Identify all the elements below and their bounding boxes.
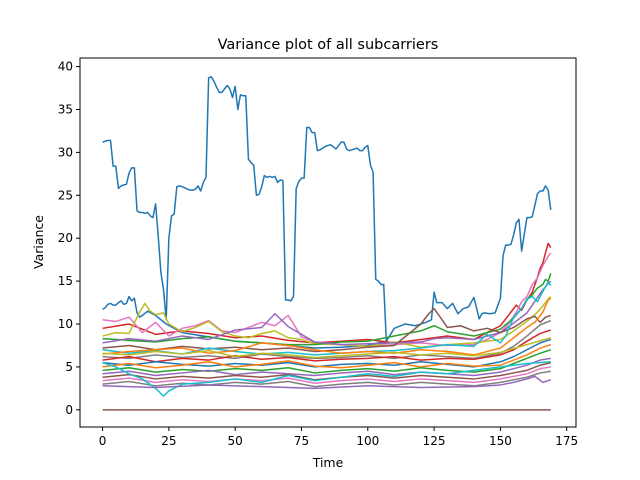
x-tick-label: 125 [423,434,446,448]
series-line-15 [102,349,552,374]
y-tick-label: 5 [65,360,73,374]
series-line-8 [102,307,552,353]
y-axis-ticks: 0 5 10 15 20 25 30 35 40 [58,60,80,417]
series-line-9 [102,281,552,356]
x-axis-label: Time [312,455,344,470]
x-axis-ticks: 0 25 50 75 100 125 150 175 [99,427,578,448]
y-axis-label: Variance [31,215,46,269]
y-tick-label: 40 [58,60,73,74]
axes-frame [79,57,577,428]
chart-title: Variance plot of all subcarriers [218,37,439,53]
x-tick-label: 175 [555,434,578,448]
y-tick-label: 35 [58,102,73,116]
series-line-3 [102,242,552,344]
series-line-16 [102,357,551,377]
series-line-20 [102,361,551,397]
series-line-5 [102,296,552,348]
series-line-7 [102,280,552,346]
x-tick-label: 0 [99,434,107,448]
x-tick-label: 50 [228,434,243,448]
x-tick-label: 150 [489,434,512,448]
y-tick-label: 20 [58,231,73,245]
series-line-12 [102,329,552,363]
series-line-10 [102,297,552,356]
plot-lines [102,76,552,411]
series-line-11 [102,319,552,360]
y-tick-label: 0 [65,403,73,417]
series-line-18 [102,366,551,384]
series-line-22 [102,375,552,390]
y-tick-label: 25 [58,188,73,202]
series-line-21 [102,337,552,359]
y-tick-label: 30 [58,145,73,159]
y-tick-label: 15 [58,274,73,288]
series-line-2 [102,185,552,349]
x-tick-label: 25 [161,434,176,448]
series-line-14 [102,343,552,369]
y-tick-label: 10 [58,317,73,331]
series-line-19 [102,370,551,388]
x-tick-label: 75 [294,434,309,448]
series-line-1 [102,76,388,342]
x-tick-label: 100 [356,434,379,448]
